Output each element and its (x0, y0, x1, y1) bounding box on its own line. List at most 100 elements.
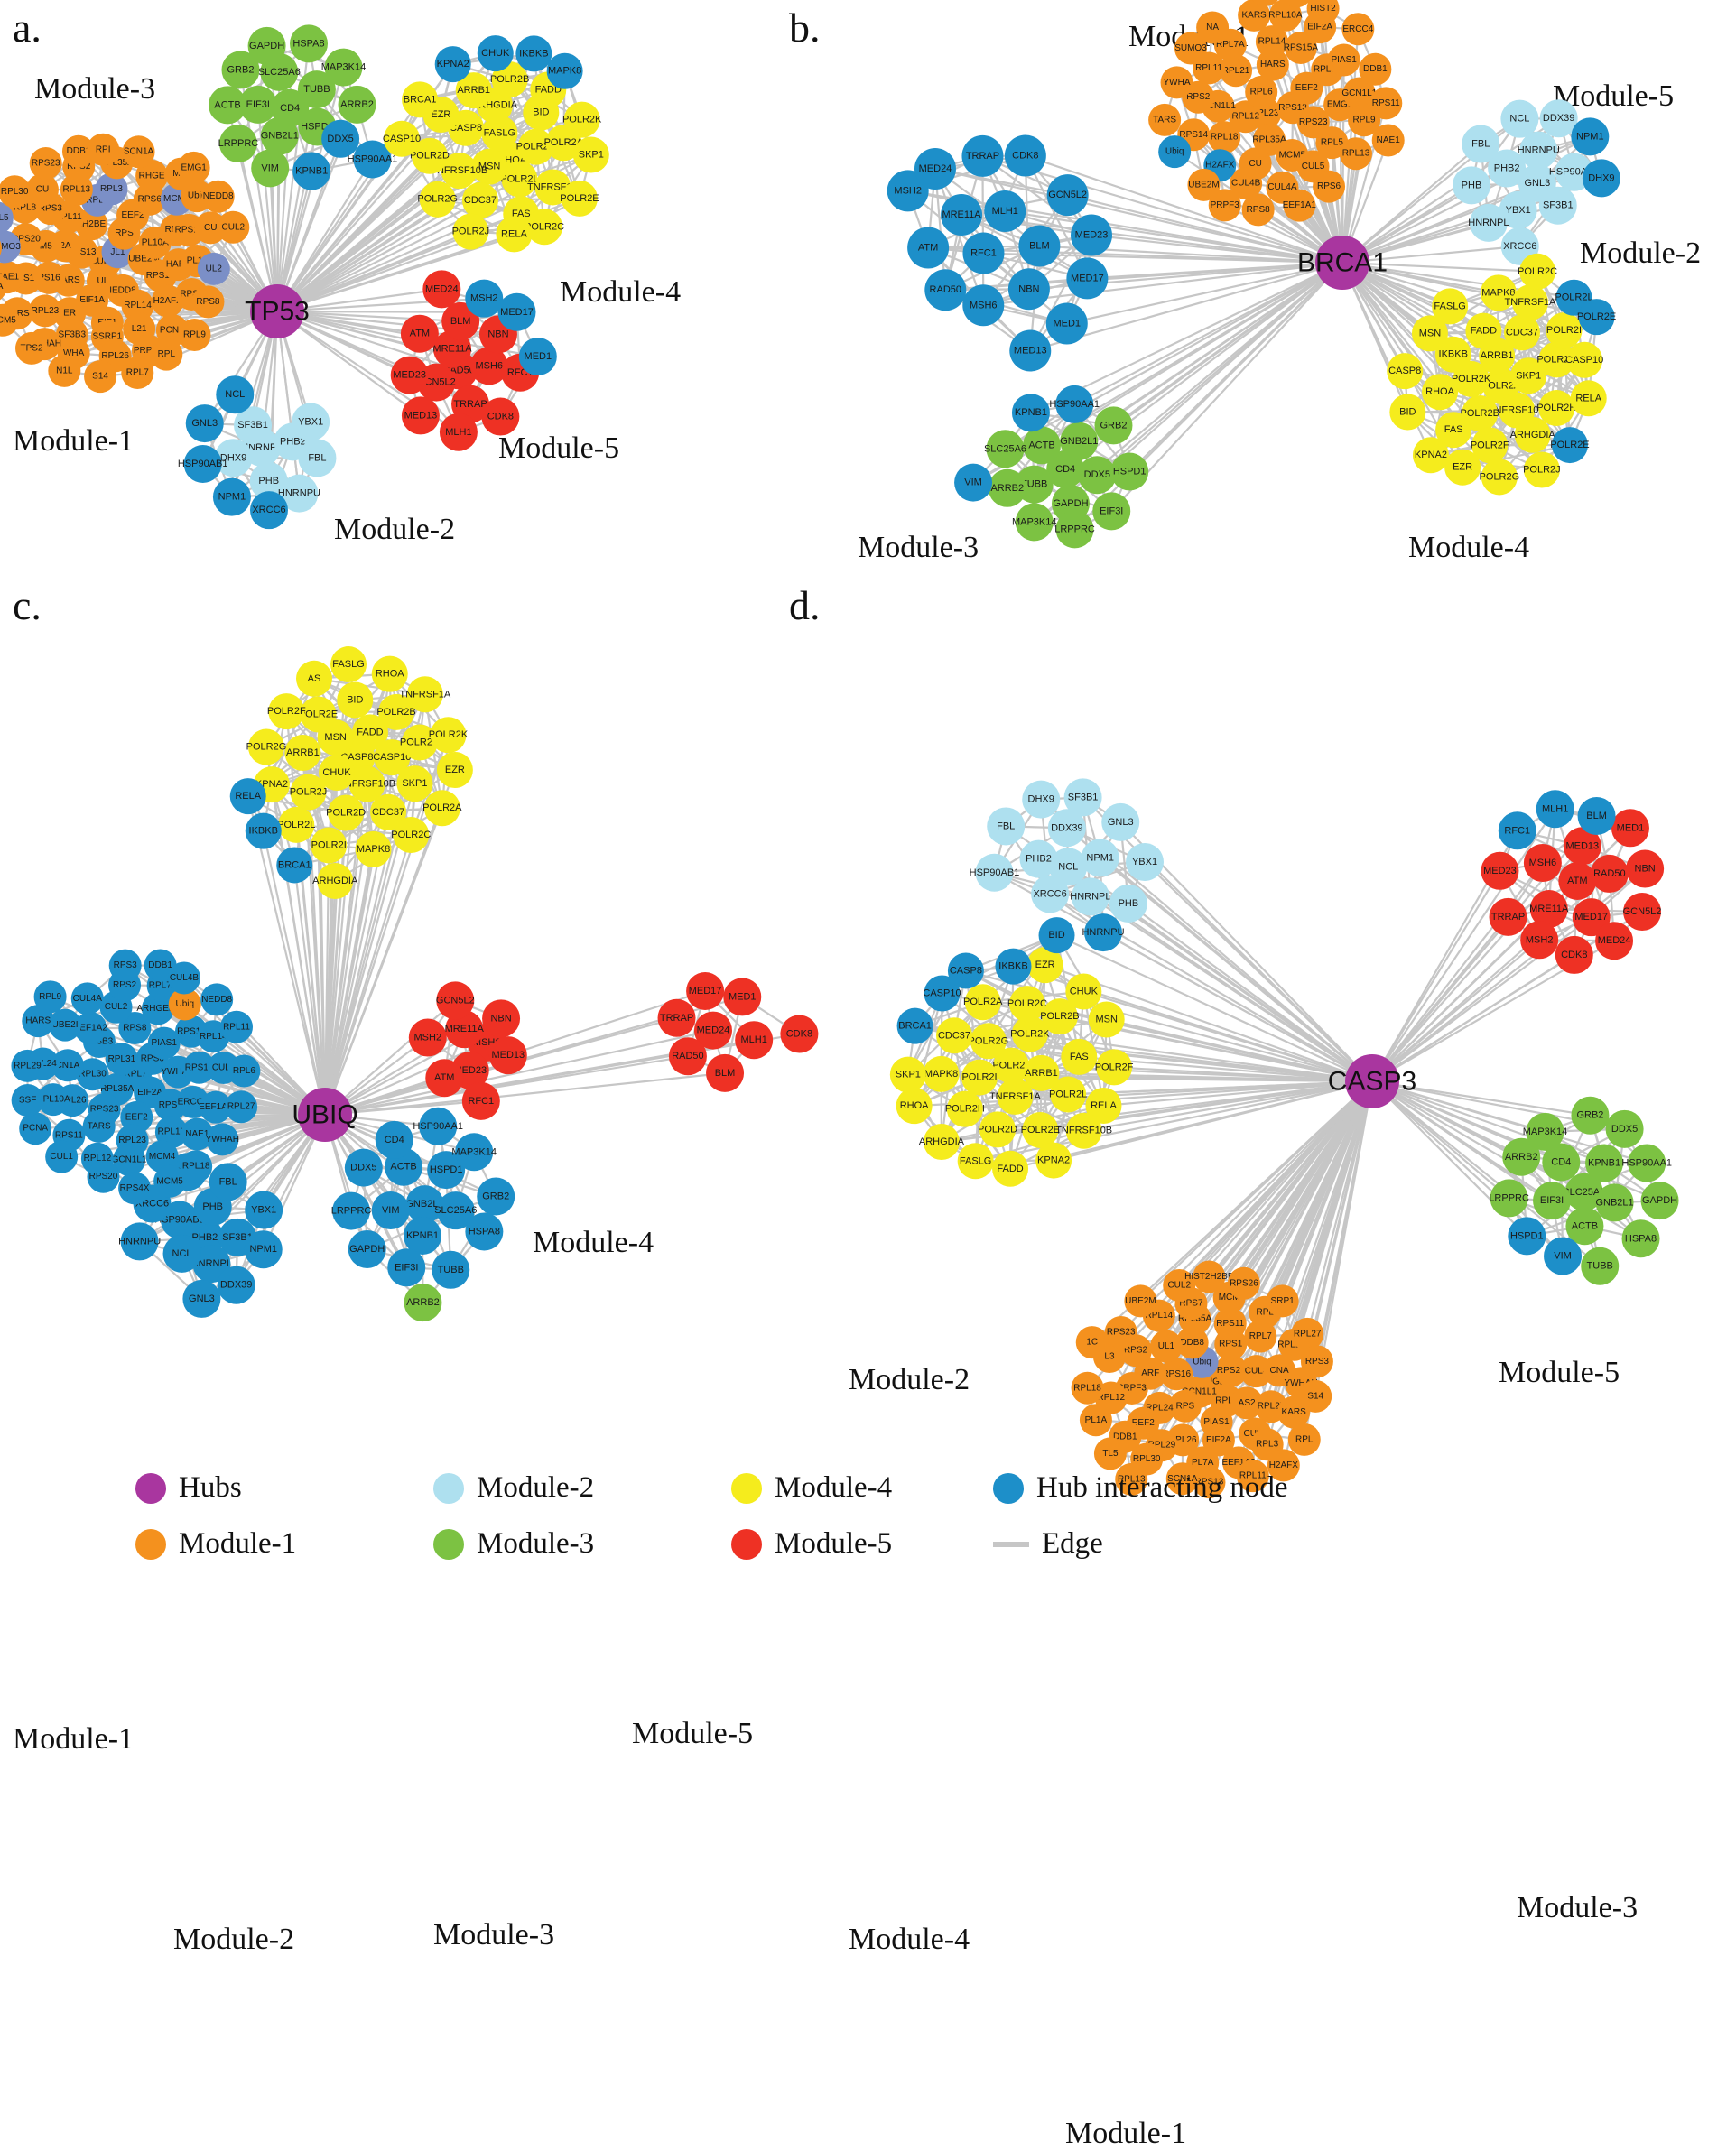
panel-a-module2-node-NCL[interactable]: NCL (216, 375, 254, 413)
panel-b-module5-node-MED24[interactable]: MED24 (914, 148, 956, 190)
panel-b-module3-node-KPNB1[interactable]: KPNB1 (1012, 394, 1050, 431)
panel-c-module3-node-HSPA8[interactable]: HSPA8 (465, 1213, 503, 1251)
panel-a-module2-node-YBX1[interactable]: YBX1 (292, 403, 330, 441)
panel-c-module4-node-IKBKB[interactable]: IKBKB (246, 813, 282, 849)
panel-a-module1-node-N1L[interactable]: N1L (48, 355, 80, 387)
panel-b-module5-node-MLH1[interactable]: MLH1 (984, 190, 1026, 232)
panel-c-module5a-node-GCN5L2[interactable]: GCN5L2 (436, 981, 475, 1019)
panel-a-module3-node-LRPPRC[interactable]: LRPPRC (218, 125, 259, 162)
panel-d-module2-node-HSP90AB1[interactable]: HSP90AB1 (970, 854, 1020, 892)
panel-a-module3-node-HSPA8[interactable]: HSPA8 (290, 24, 328, 62)
panel-b-module1-node-NAE1[interactable]: NAE1 (1372, 124, 1405, 156)
panel-c-module1-node-RPL9[interactable]: RPL9 (34, 980, 67, 1013)
panel-a-module4-node-KPNA2[interactable]: KPNA2 (435, 46, 471, 82)
panel-b-module3-node-EIF3I[interactable]: EIF3I (1092, 492, 1130, 530)
panel-c-module5b-node-CDK8[interactable]: CDK8 (780, 1015, 818, 1053)
panel-b-module2-node-SF3B1[interactable]: SF3B1 (1539, 187, 1577, 225)
panel-a-module3-node-DDX5[interactable]: DDX5 (321, 120, 359, 158)
panel-c-module3-node-CD4[interactable]: CD4 (376, 1121, 413, 1159)
panel-b-module1-node-RPL13[interactable]: RPL13 (1340, 137, 1372, 170)
panel-a-module5-node-MED24[interactable]: MED24 (422, 270, 460, 308)
panel-b-module1-node-PIAS1[interactable]: PIAS1 (1328, 43, 1360, 76)
panel-b-module4-node-CASP8[interactable]: CASP8 (1387, 353, 1423, 389)
panel-a-module1-node-CUL2[interactable]: CUL2 (217, 211, 249, 244)
panel-c-module4-node-SKP1[interactable]: SKP1 (396, 765, 432, 802)
panel-c-module5b-node-BLM[interactable]: BLM (706, 1054, 744, 1092)
panel-c-module4-node-MAPK8[interactable]: MAPK8 (356, 831, 392, 867)
panel-b-module5-node-RAD50[interactable]: RAD50 (924, 269, 966, 311)
panel-d-module1-node-RPS23[interactable]: RPS23 (1105, 1316, 1137, 1349)
panel-d-module2-node-PHB2[interactable]: PHB2 (1019, 840, 1057, 878)
panel-c-module5a-node-MSH2[interactable]: MSH2 (409, 1019, 447, 1057)
panel-a-module5-node-MED17[interactable]: MED17 (498, 293, 536, 331)
panel-a-module1-node-RPI[interactable]: RPI (87, 134, 119, 166)
panel-b-module1-node-RPL18[interactable]: RPL18 (1208, 121, 1240, 153)
panel-a-module4-node-MAPK8[interactable]: MAPK8 (547, 53, 583, 89)
panel-b-module2-node-PHB[interactable]: PHB (1453, 166, 1490, 204)
panel-d-module5-node-GCN5L2[interactable]: GCN5L2 (1623, 893, 1662, 931)
panel-d-module3-node-DDX5[interactable]: DDX5 (1606, 1110, 1644, 1148)
panel-d-module4-node-BID[interactable]: BID (1039, 917, 1075, 953)
panel-b-module2-node-NCL[interactable]: NCL (1500, 100, 1538, 138)
panel-d-module3-node-GNB2L1[interactable]: GNB2L1 (1595, 1183, 1633, 1221)
panel-d-module1-node-RPL18[interactable]: RPL18 (1072, 1372, 1104, 1405)
panel-d-module5-node-MED24[interactable]: MED24 (1595, 922, 1633, 960)
panel-c-module1-node-CUL4A[interactable]: CUL4A (71, 982, 104, 1015)
panel-c-module5b-node-TRRAP[interactable]: TRRAP (658, 999, 696, 1037)
panel-d-module2-node-YBX1[interactable]: YBX1 (1126, 843, 1164, 881)
panel-a-module4-node-BRCA1[interactable]: BRCA1 (402, 81, 438, 117)
panel-c-module1-node-RPL6[interactable]: RPL6 (227, 1055, 260, 1088)
panel-b-module2-node-DHX9[interactable]: DHX9 (1583, 159, 1620, 197)
panel-d-module5-node-BLM[interactable]: BLM (1578, 797, 1616, 835)
panel-b-module4-node-EZR[interactable]: EZR (1444, 450, 1481, 486)
panel-c-module2-node-NPM1[interactable]: NPM1 (245, 1230, 283, 1268)
panel-a-module2-node-GNL3[interactable]: GNL3 (186, 404, 224, 442)
panel-d-module2-node-GNL3[interactable]: GNL3 (1101, 803, 1139, 841)
panel-a-module4-node-IKBKB[interactable]: IKBKB (515, 35, 552, 71)
panel-d-module1-node-RPL[interactable]: RPL (1288, 1423, 1321, 1456)
panel-b-module5-node-BLM[interactable]: BLM (1018, 226, 1060, 267)
panel-a-module2-node-FBL[interactable]: FBL (298, 439, 336, 477)
panel-b-module1-node-YWHA[interactable]: YWHA (1161, 66, 1193, 98)
panel-d-module4-node-RHOA[interactable]: RHOA (896, 1088, 933, 1124)
panel-b-module5-node-NBN[interactable]: NBN (1008, 268, 1050, 310)
panel-d-module4-node-CHUK[interactable]: CHUK (1065, 973, 1101, 1009)
panel-b-module4-node-RHOA[interactable]: RHOA (1422, 374, 1458, 410)
panel-c-module1-node-CUL1[interactable]: CUL1 (45, 1141, 78, 1173)
panel-b-module3-node-GNB2L1[interactable]: GNB2L1 (1060, 422, 1098, 460)
panel-d-module3-node-HSPD1[interactable]: HSPD1 (1508, 1217, 1546, 1255)
panel-d-module3-node-HSPA8[interactable]: HSPA8 (1622, 1219, 1660, 1257)
panel-b-module3-node-GRB2[interactable]: GRB2 (1094, 406, 1132, 444)
panel-a-module3-node-ACTB[interactable]: ACTB (209, 86, 246, 124)
panel-a-module1-node-EMG1[interactable]: EMG1 (178, 152, 210, 184)
panel-d-module4-node-FASLG[interactable]: FASLG (958, 1143, 994, 1179)
panel-a-module4-node-CDC37[interactable]: CDC37 (462, 182, 498, 218)
panel-c-module3-node-VIM[interactable]: VIM (372, 1191, 410, 1229)
panel-d-module5-node-MSH2[interactable]: MSH2 (1520, 921, 1558, 959)
panel-b-module4-node-KPNA2[interactable]: KPNA2 (1413, 437, 1449, 473)
panel-d-module4-node-IKBKB[interactable]: IKBKB (995, 949, 1031, 985)
panel-d-module1-node-SRP1[interactable]: SRP1 (1267, 1284, 1299, 1317)
panel-d-module3-node-HSP90AA1[interactable]: HSP90AA1 (1621, 1145, 1672, 1182)
panel-c-module4-node-AS[interactable]: AS (296, 661, 332, 697)
panel-a-module5-node-MED23[interactable]: MED23 (391, 357, 429, 394)
panel-c-module2-node-GNL3[interactable]: GNL3 (182, 1280, 220, 1318)
panel-c-module1-node-RPL11[interactable]: RPL11 (220, 1011, 253, 1043)
panel-a-module5-node-MED13[interactable]: MED13 (402, 396, 440, 434)
panel-a-module1-node-RPL[interactable]: RPL (150, 338, 182, 371)
panel-b-module5-node-MED17[interactable]: MED17 (1066, 257, 1108, 299)
panel-d-module5-node-TRRAP[interactable]: TRRAP (1490, 898, 1527, 936)
panel-c-module4-node-FASLG[interactable]: FASLG (330, 646, 367, 682)
panel-b-module4-node-FADD[interactable]: FADD (1465, 313, 1501, 349)
panel-a-module5-node-MSH2[interactable]: MSH2 (465, 280, 503, 318)
panel-c-module5b-node-MED1[interactable]: MED1 (723, 978, 761, 1015)
panel-a-module1-node-RPL9[interactable]: RPL9 (178, 319, 210, 351)
panel-d-module2-node-PHB[interactable]: PHB (1109, 885, 1147, 923)
panel-c-module5a-node-MED13[interactable]: MED13 (489, 1036, 527, 1074)
panel-d-module4-node-ARHGDIA[interactable]: ARHGDIA (919, 1124, 965, 1160)
panel-c-module5b-node-MED17[interactable]: MED17 (686, 972, 724, 1010)
panel-a-module1-node-RPS23[interactable]: RPS23 (30, 147, 62, 180)
panel-b-module5-node-MED1[interactable]: MED1 (1046, 302, 1088, 344)
panel-d-module5-node-MSH6[interactable]: MSH6 (1524, 844, 1562, 882)
panel-d-module5-node-RFC1[interactable]: RFC1 (1499, 811, 1536, 849)
